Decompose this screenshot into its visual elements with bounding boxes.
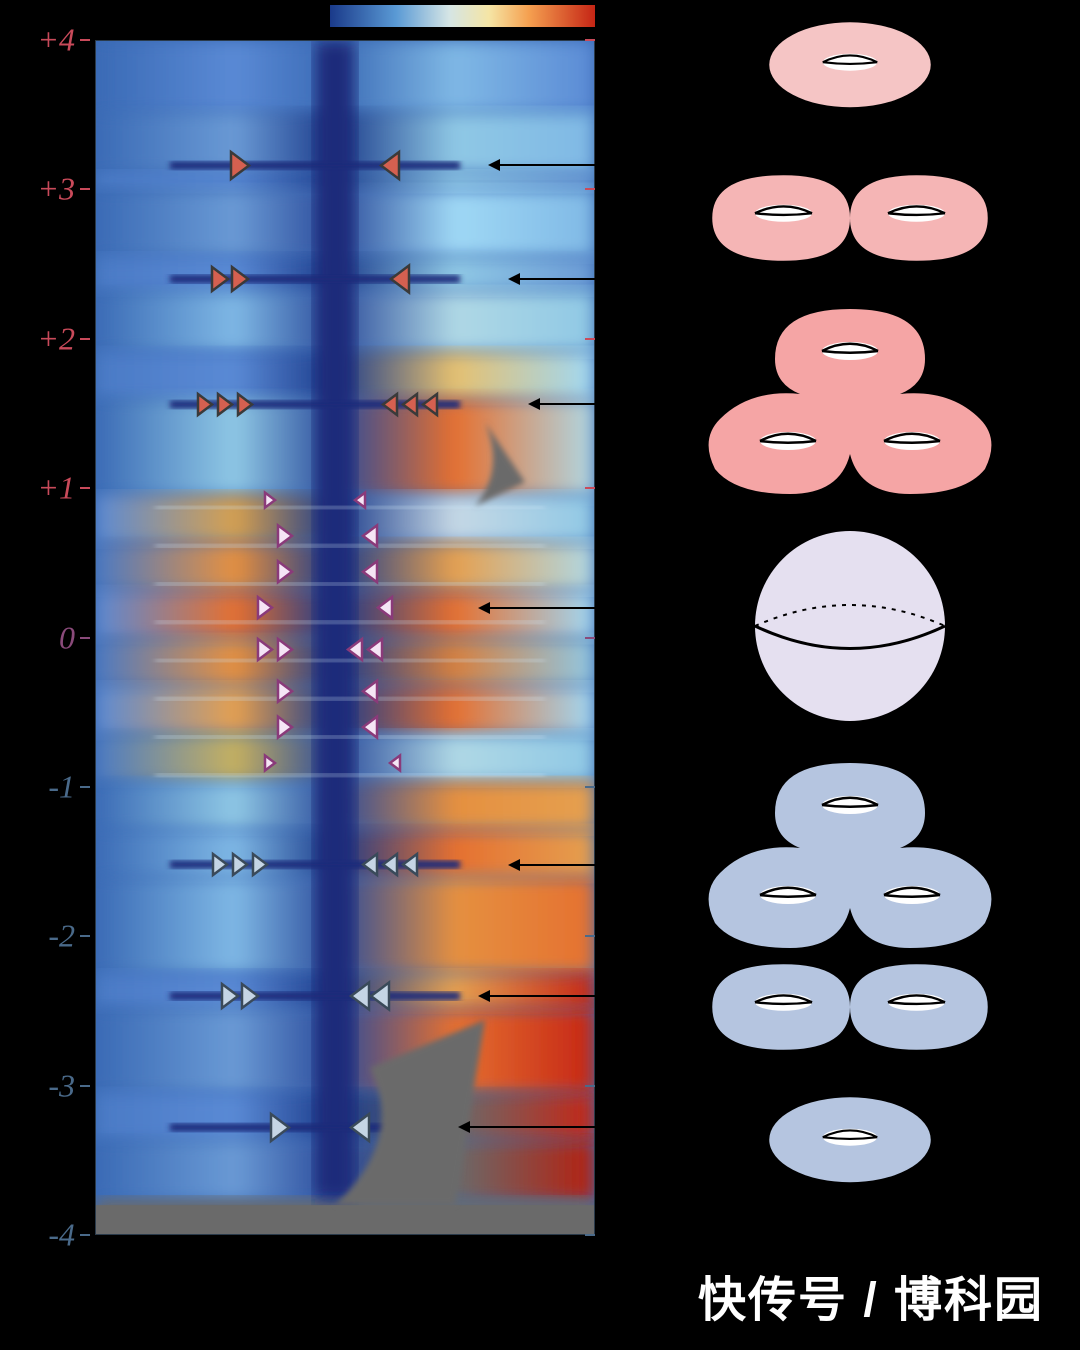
watermark-text: 快传号 / 博科园 [662,1240,1080,1350]
topology-torus1 [765,18,935,117]
y-axis: +4+3+2+10-1-2-3-4 [30,40,90,1235]
topology-torus3 [690,299,1010,504]
y-tick-label: +1 [37,470,75,507]
y-tick-label: +3 [37,171,75,208]
y-tick-label: 0 [59,619,75,656]
colorbar [330,5,595,27]
y-tick-label: -1 [48,768,75,805]
y-tick-label: -4 [48,1217,75,1254]
topology-torus2 [698,950,1002,1069]
topology-sphere [750,526,950,731]
y-tick-label: +4 [37,22,75,59]
heatmap-plot [95,40,595,1235]
topology-shapes-column [680,40,1020,1235]
topology-torus2 [698,161,1002,280]
y-tick-label: +2 [37,320,75,357]
figure-container: +4 +3 +2 +1 0 -1 -2 -3 -4 [0,0,1080,1350]
y-tick-label: -2 [48,918,75,955]
topology-torus1 [765,1093,935,1192]
topology-torus3 [690,753,1010,958]
y-tick-label: -3 [48,1067,75,1104]
